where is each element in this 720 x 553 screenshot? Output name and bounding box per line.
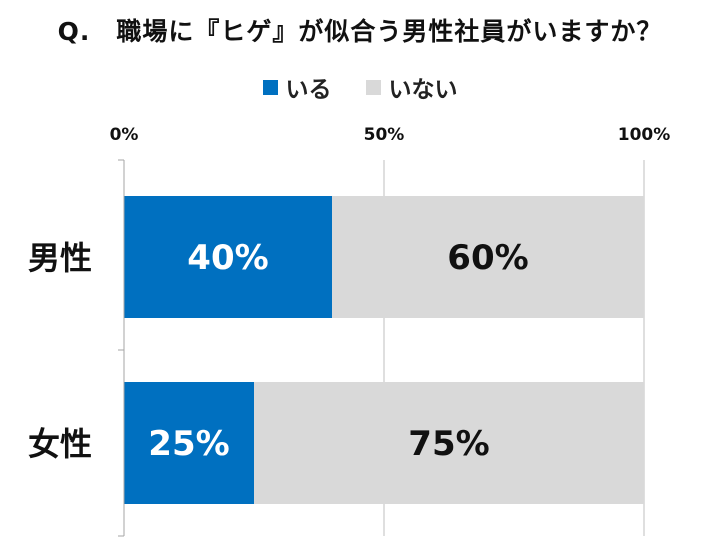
data-label-1-0: 25%: [148, 424, 229, 464]
legend-swatch-inai: [365, 79, 381, 95]
x-tick-label-2: 100%: [618, 125, 671, 145]
legend-label-inai: いない: [388, 77, 458, 103]
category-label-0: 男性: [28, 239, 92, 277]
bar-0-0: [124, 196, 332, 318]
x-tick-label-1: 50%: [364, 125, 405, 145]
legend-label-iru: いる: [285, 77, 332, 103]
x-tick-label-0: 0%: [110, 125, 139, 145]
data-label-1-1: 75%: [408, 424, 489, 464]
data-label-0-0: 40%: [187, 238, 268, 278]
legend: いる いない: [0, 70, 720, 104]
bar-1-0: [124, 382, 254, 504]
legend-swatch-iru: [262, 79, 278, 95]
legend-item-iru: いる: [262, 70, 332, 104]
legend-item-inai: いない: [365, 70, 458, 104]
bar-0-1: [332, 196, 644, 318]
category-label-1: 女性: [28, 425, 92, 463]
chart-title: Q. 職場に『ヒゲ』が似合う男性社員がいますか？: [57, 17, 663, 46]
bar-1-1: [254, 382, 644, 504]
data-label-0-1: 60%: [447, 238, 528, 278]
